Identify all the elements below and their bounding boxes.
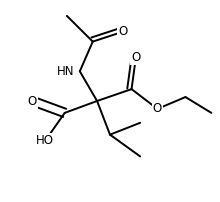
Text: O: O (153, 102, 162, 115)
Text: O: O (118, 25, 128, 38)
Text: O: O (131, 51, 141, 64)
Text: HN: HN (57, 65, 75, 78)
Text: HO: HO (36, 134, 54, 147)
Text: O: O (28, 95, 37, 107)
